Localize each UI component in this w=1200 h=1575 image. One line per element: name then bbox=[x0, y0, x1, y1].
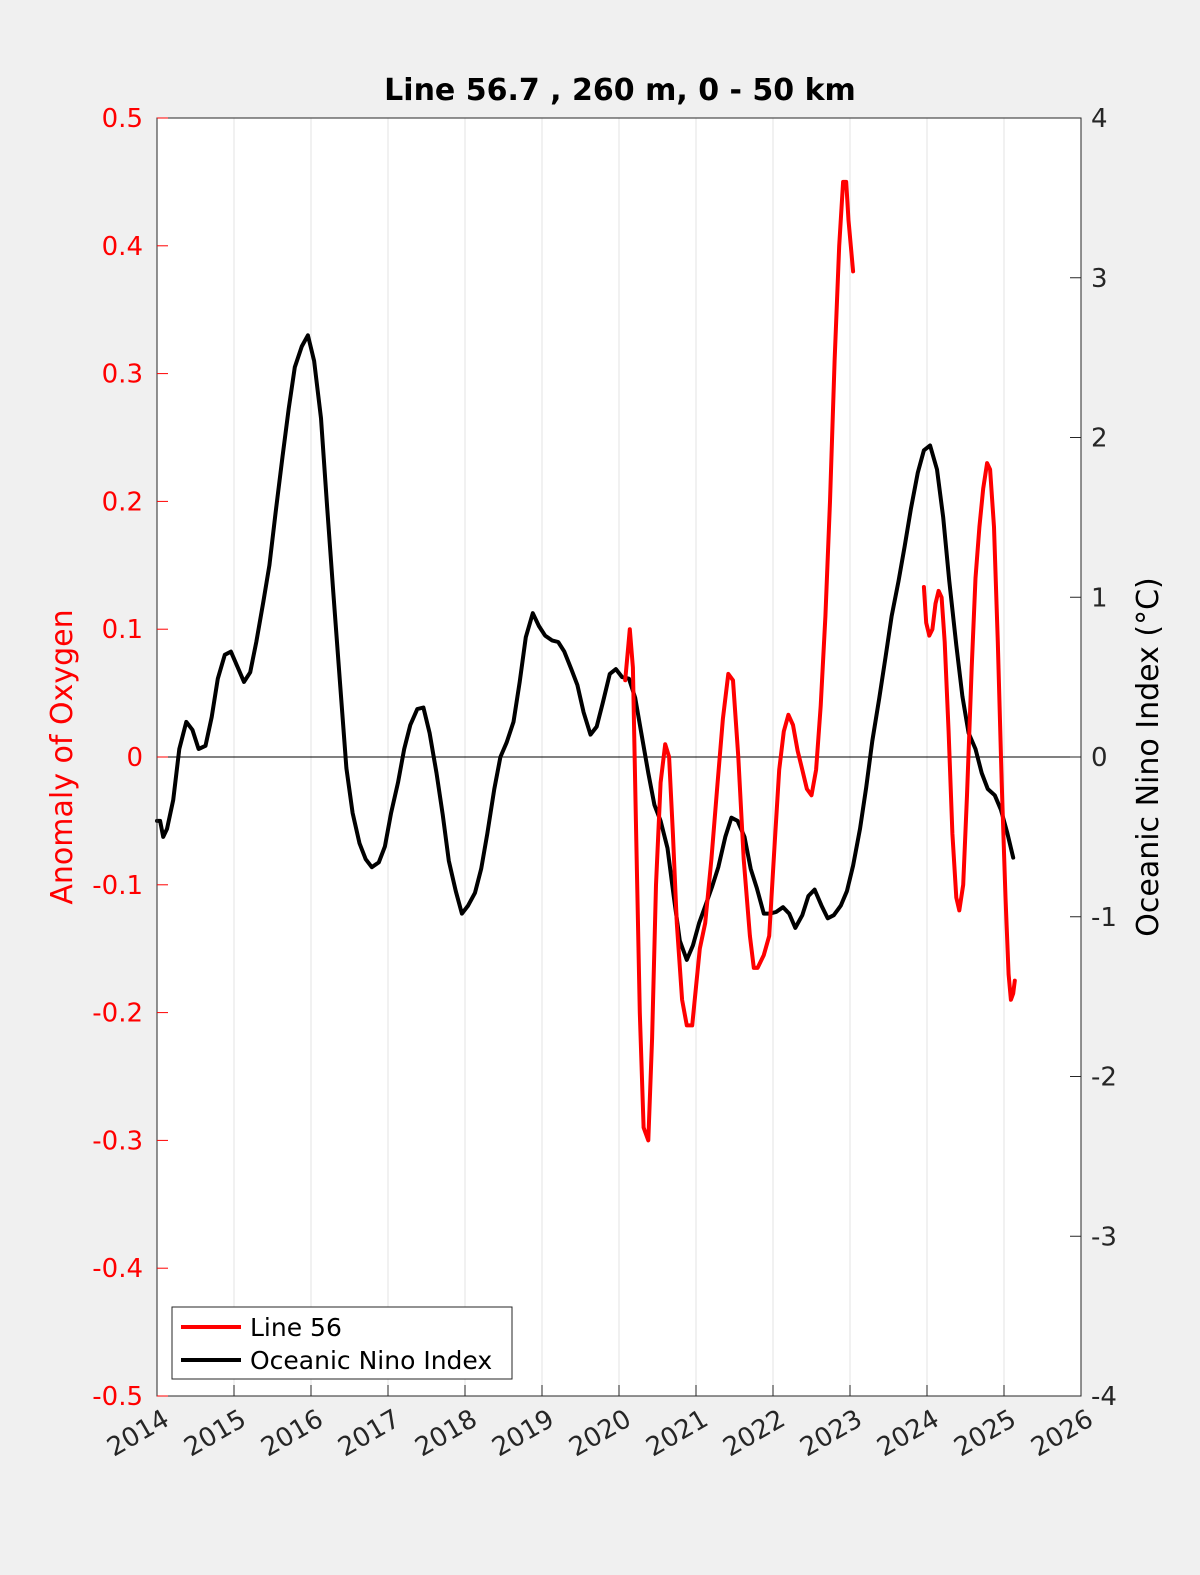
right-y-tick-label: -2 bbox=[1091, 1063, 1117, 1093]
line56-series-line-1 bbox=[921, 461, 1017, 1002]
left-y-tick-label: 0.1 bbox=[102, 615, 143, 645]
left-y-axis-label: Anomaly of Oxygen bbox=[45, 609, 80, 904]
right-y-tick-label: 3 bbox=[1091, 264, 1108, 294]
left-y-tick-label: 0.5 bbox=[102, 104, 143, 134]
legend: Line 56 Oceanic Nino Index bbox=[171, 1306, 513, 1380]
chart-title: Line 56.7 , 260 m, 0 - 50 km bbox=[384, 73, 856, 108]
left-y-tick-label: 0.3 bbox=[102, 360, 143, 390]
left-y-tick-label: 0.2 bbox=[102, 487, 143, 517]
right-y-tick-label: 4 bbox=[1091, 104, 1108, 134]
left-y-tick-label: 0.4 bbox=[102, 232, 143, 262]
left-y-tick-label: -0.1 bbox=[92, 871, 143, 901]
left-y-tick-label: 0 bbox=[126, 743, 143, 773]
right-y-tick-label: -4 bbox=[1091, 1382, 1117, 1412]
right-y-tick-label: -3 bbox=[1091, 1222, 1117, 1252]
left-y-tick-label: -0.3 bbox=[92, 1126, 143, 1156]
left-y-tick-label: -0.4 bbox=[92, 1254, 143, 1284]
left-y-axis-ticks: -0.5 -0.4 -0.3 -0.2 -0.1 0 0.1 0.2 0.3 0.4 0.5 bbox=[92, 104, 168, 1412]
legend-label-oni: Oceanic Nino Index bbox=[250, 1346, 492, 1375]
left-y-tick-label: -0.2 bbox=[92, 999, 143, 1029]
right-y-tick-label: 2 bbox=[1091, 424, 1108, 454]
right-y-tick-label: -1 bbox=[1091, 903, 1117, 933]
right-y-axis-label: Oceanic Nino Index (°C) bbox=[1131, 577, 1166, 937]
legend-label-line56: Line 56 bbox=[250, 1313, 342, 1342]
legend-box bbox=[171, 1306, 513, 1380]
series-layer bbox=[155, 179, 1017, 1143]
right-y-tick-label: 1 bbox=[1091, 583, 1108, 613]
oni-series-line-0 bbox=[155, 333, 1016, 962]
right-y-tick-label: 0 bbox=[1091, 743, 1108, 773]
right-y-axis-ticks: -4 -3 -2 -1 0 1 2 3 4 bbox=[1070, 104, 1117, 1412]
left-y-tick-label: -0.5 bbox=[92, 1382, 143, 1412]
line56-series-line-0 bbox=[623, 179, 856, 1143]
